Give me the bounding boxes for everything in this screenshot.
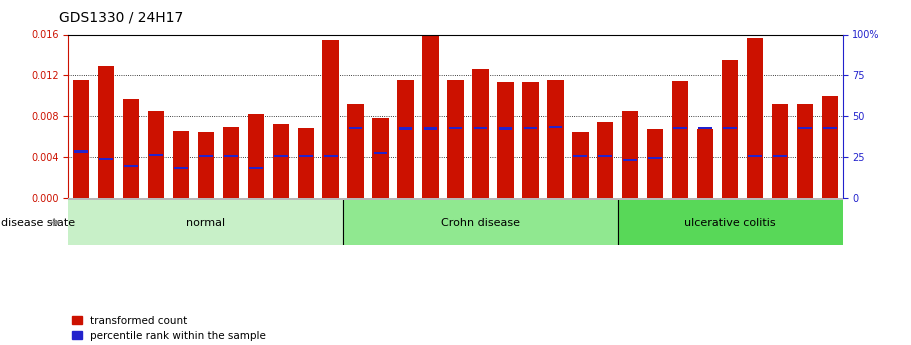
Bar — [473, 69, 488, 198]
Bar — [722, 60, 739, 198]
Bar — [697, 129, 713, 198]
Bar — [222, 127, 239, 198]
Legend: transformed count, percentile rank within the sample: transformed count, percentile rank withi… — [68, 312, 271, 345]
Bar — [124, 165, 138, 167]
Bar — [824, 127, 837, 129]
Bar — [148, 111, 164, 198]
Text: Crohn disease: Crohn disease — [441, 218, 520, 227]
Bar — [298, 128, 313, 198]
Bar — [373, 118, 389, 198]
Bar — [148, 154, 163, 156]
Bar — [572, 132, 589, 198]
Bar — [68, 200, 343, 245]
Bar — [343, 200, 618, 245]
Bar — [798, 127, 812, 129]
Bar — [574, 155, 588, 157]
Bar — [198, 132, 214, 198]
Bar — [273, 155, 288, 157]
Bar — [548, 126, 562, 128]
Bar — [447, 80, 464, 198]
Bar — [249, 167, 262, 169]
Bar — [73, 80, 89, 198]
Bar — [723, 127, 737, 129]
Bar — [347, 104, 363, 198]
Bar — [74, 150, 87, 153]
Bar — [773, 155, 787, 157]
Text: normal: normal — [186, 218, 225, 227]
Bar — [797, 104, 814, 198]
Bar — [672, 81, 689, 198]
Bar — [123, 99, 138, 198]
Bar — [599, 155, 612, 157]
Bar — [747, 38, 763, 198]
Bar — [622, 111, 639, 198]
Bar — [397, 80, 414, 198]
Bar — [199, 155, 212, 157]
Bar — [172, 131, 189, 198]
Bar — [524, 127, 537, 129]
Bar — [174, 167, 188, 169]
Bar — [299, 155, 312, 157]
Bar — [423, 34, 438, 198]
Bar — [647, 129, 663, 198]
Bar — [474, 127, 487, 129]
Bar — [272, 124, 289, 198]
Bar — [649, 157, 662, 159]
Text: GDS1330 / 24H17: GDS1330 / 24H17 — [59, 10, 183, 24]
Bar — [374, 151, 387, 154]
Bar — [623, 159, 638, 161]
Bar — [618, 200, 843, 245]
Bar — [424, 127, 437, 130]
Bar — [323, 155, 337, 157]
Bar — [497, 82, 514, 198]
Bar — [822, 96, 838, 198]
Bar — [97, 66, 114, 198]
Bar — [673, 127, 687, 129]
Bar — [99, 158, 113, 160]
Bar — [248, 114, 264, 198]
Bar — [699, 127, 712, 129]
Bar — [224, 155, 238, 157]
Text: disease state: disease state — [1, 218, 75, 227]
Bar — [498, 127, 512, 130]
Bar — [399, 127, 413, 130]
Text: ulcerative colitis: ulcerative colitis — [684, 218, 776, 227]
Bar — [349, 127, 363, 129]
Bar — [522, 82, 538, 198]
Bar — [748, 155, 763, 157]
Bar — [598, 121, 613, 198]
Bar — [548, 80, 564, 198]
Bar — [773, 104, 788, 198]
Bar — [322, 40, 339, 198]
Bar — [448, 127, 463, 129]
